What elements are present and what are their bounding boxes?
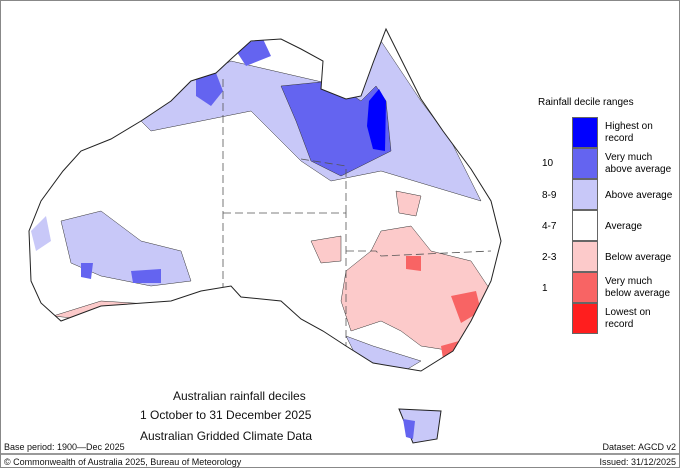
map-source: Australian Gridded Climate Data [140, 429, 313, 443]
legend-label: Below average [605, 252, 672, 263]
legend-label: Average [605, 221, 643, 232]
above-average-coast [31, 216, 51, 251]
legend-title: Rainfall decile ranges [538, 97, 634, 108]
legend-range: 1 [542, 283, 548, 294]
state-borders [222, 79, 492, 346]
footer-divider [1, 453, 679, 455]
very-much-below-southeast [406, 256, 481, 361]
legend-range: 8-9 [542, 190, 557, 201]
legend-swatch-highest [572, 117, 598, 148]
base-period: Base period: 1900—Dec 2025 [4, 442, 125, 452]
legend-range: 10 [542, 158, 554, 169]
dataset: Dataset: AGCD v2 [602, 442, 676, 452]
very-much-above-kimberley [196, 73, 223, 106]
copyright: © Commonwealth of Australia 2025, Bureau… [4, 457, 242, 467]
very-much-below-southwest [139, 309, 157, 321]
below-average-southeast [310, 190, 492, 352]
tasmania-very-much-above [403, 419, 415, 439]
issued-date: Issued: 31/12/2025 [599, 457, 676, 467]
legend-swatch-8-9 [572, 179, 598, 210]
legend-label: Very much above average [605, 152, 672, 175]
legend-swatch-10 [572, 148, 598, 179]
legend-swatch-4-7 [572, 210, 598, 241]
legend-label: Above average [605, 190, 673, 201]
legend-label: Very much below average [605, 276, 671, 299]
legend-swatch-lowest [572, 303, 598, 334]
legend-range: 2-3 [542, 252, 557, 263]
legend-swatch-1 [572, 272, 598, 303]
legend-range: 4-7 [542, 221, 557, 232]
legend-swatch-2-3 [572, 241, 598, 272]
map-title: Australian rainfall deciles [173, 389, 306, 403]
legend-label: Lowest on record [605, 307, 651, 330]
very-much-above-west [81, 263, 161, 283]
highest-on-record-region [367, 89, 386, 151]
map-period: 1 October to 31 December 2025 [140, 408, 312, 422]
legend-label: Highest on record [605, 121, 653, 144]
